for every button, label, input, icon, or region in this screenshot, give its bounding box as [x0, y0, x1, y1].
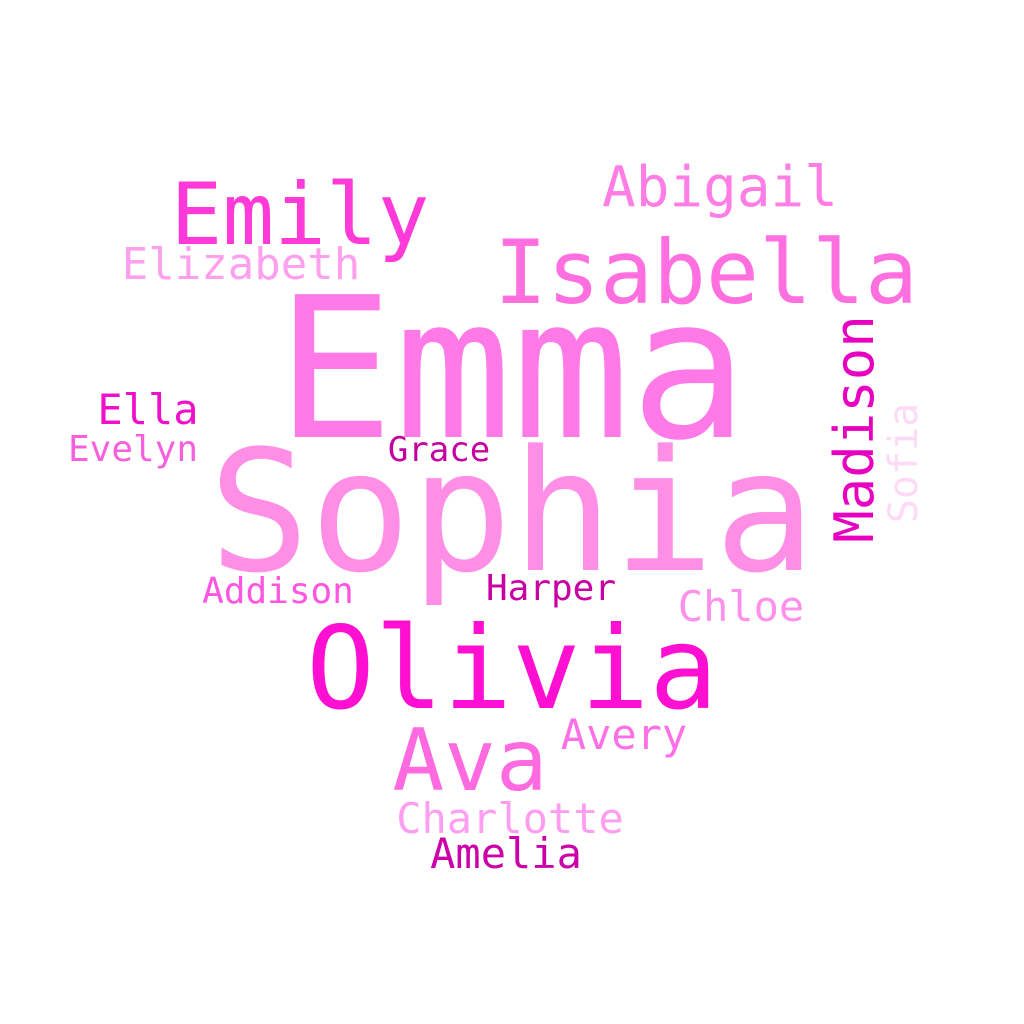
word-sophia: Sophia: [209, 414, 816, 610]
word-emily: Emily: [171, 165, 430, 265]
word-sofia: Sofia: [881, 403, 927, 523]
word-addison: Addison: [202, 571, 354, 612]
word-chloe: Chloe: [678, 582, 804, 631]
word-elizabeth: Elizabeth: [122, 239, 360, 290]
word-charlotte: Charlotte: [396, 794, 624, 843]
word-olivia: Olivia: [306, 602, 718, 735]
word-ella: Ella: [97, 385, 198, 434]
word-grace: Grace: [388, 430, 490, 470]
word-amelia: Amelia: [430, 829, 582, 878]
word-harper: Harper: [486, 568, 616, 609]
word-ava: Ava: [392, 711, 547, 811]
word-emma: Emma: [276, 256, 748, 484]
word-abigail: Abigail: [602, 155, 838, 220]
word-isabella: Isabella: [494, 221, 918, 324]
word-madison: Madison: [823, 315, 886, 543]
word-evelyn: Evelyn: [68, 429, 198, 470]
word-avery: Avery: [561, 710, 687, 759]
